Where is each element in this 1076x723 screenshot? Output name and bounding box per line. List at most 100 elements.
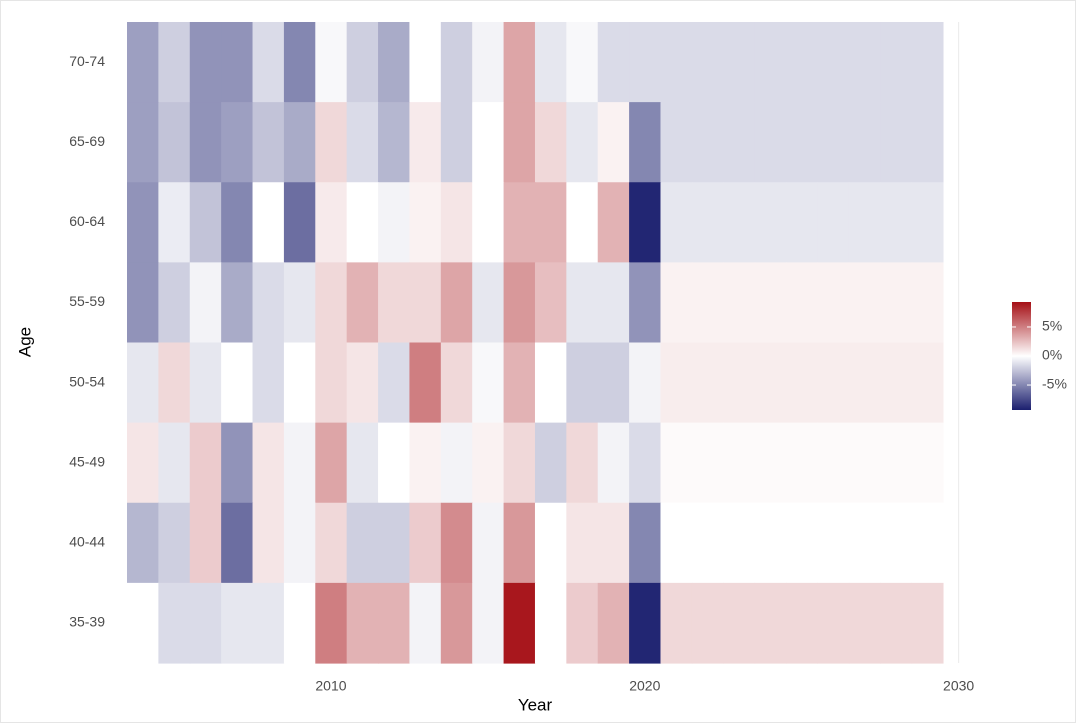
heat-tile: [283, 22, 316, 103]
heat-tile: [848, 182, 881, 263]
heat-tile: [817, 262, 850, 344]
heat-tile: [880, 182, 913, 263]
heat-tile: [691, 502, 724, 584]
heat-tile: [723, 422, 756, 504]
y-tick-label: 35-39: [69, 614, 105, 630]
heat-tile: [189, 342, 222, 424]
y-tick-label: 50-54: [69, 373, 105, 389]
heat-tile: [158, 102, 191, 183]
heat-tile: [817, 102, 850, 183]
heat-tile: [378, 582, 411, 664]
y-tick-label: 65-69: [69, 133, 105, 149]
heat-tile: [723, 502, 756, 584]
heat-tile: [597, 22, 630, 103]
heat-tile: [786, 342, 818, 424]
heat-tile: [127, 182, 159, 263]
heat-tile: [221, 22, 254, 103]
heat-tile: [723, 582, 756, 664]
heat-tile: [911, 262, 944, 344]
heat-tile: [346, 22, 379, 103]
heat-tile: [754, 422, 787, 504]
heat-tile: [221, 582, 254, 664]
heat-tile: [786, 422, 818, 504]
heat-tile: [754, 342, 787, 424]
heat-tile: [221, 262, 254, 344]
heat-tile: [691, 422, 724, 504]
heat-tile: [754, 262, 787, 344]
heat-tile: [378, 422, 411, 504]
colorbar-label: 5%: [1042, 318, 1062, 334]
heat-tile: [597, 262, 630, 344]
heat-tile: [315, 422, 348, 504]
heat-tile: [566, 102, 599, 183]
heat-tile: [597, 502, 630, 584]
heat-tile: [378, 502, 411, 584]
heat-tile: [848, 342, 881, 424]
heat-tile: [189, 582, 222, 664]
heat-tile: [880, 582, 913, 664]
heat-tile: [503, 342, 536, 424]
heat-tile: [440, 422, 473, 504]
heat-tile: [378, 182, 411, 263]
heat-tile: [503, 422, 536, 504]
heat-tile: [158, 422, 191, 504]
heat-tile: [880, 422, 913, 504]
heat-tile: [409, 502, 442, 584]
heat-tile: [660, 182, 693, 263]
heat-tile: [315, 262, 348, 344]
x-axis-title: Year: [518, 695, 553, 714]
heat-tile: [566, 342, 599, 424]
heat-tile: [660, 342, 693, 424]
heat-tile: [880, 342, 913, 424]
heat-tile: [315, 342, 348, 424]
heat-tile: [817, 502, 850, 584]
heat-tile: [911, 502, 944, 584]
heat-tile: [723, 102, 756, 183]
heat-tile: [629, 262, 662, 344]
heat-tile: [691, 342, 724, 424]
heat-tile: [723, 262, 756, 344]
heat-tile: [189, 502, 222, 584]
heat-tile: [127, 102, 159, 183]
heat-tile: [911, 422, 944, 504]
heat-tile: [848, 262, 881, 344]
heat-tile: [691, 102, 724, 183]
y-axis-title: Age: [15, 327, 34, 357]
heat-tile: [283, 102, 316, 183]
heat-tile: [817, 22, 850, 103]
heat-tile: [127, 502, 159, 584]
heat-tile: [911, 102, 944, 183]
heat-tile: [660, 582, 693, 664]
heat-tile: [283, 182, 316, 263]
heat-tile: [127, 422, 159, 504]
heat-tile: [315, 22, 348, 103]
heat-tile: [534, 582, 567, 664]
heat-tile: [252, 262, 285, 344]
colorbar: [1012, 302, 1031, 410]
heat-tile: [754, 502, 787, 584]
heat-tile: [534, 342, 567, 424]
heat-tile: [629, 582, 662, 664]
heat-tile: [221, 342, 254, 424]
heat-tile: [221, 422, 254, 504]
heat-tile: [911, 22, 944, 103]
heat-tile: [158, 182, 191, 263]
heat-tile: [503, 582, 536, 664]
heat-tile: [440, 262, 473, 344]
heat-tile: [440, 102, 473, 183]
heat-tile: [754, 582, 787, 664]
heat-tile: [346, 502, 379, 584]
heat-tile: [158, 582, 191, 664]
heat-tile: [409, 102, 442, 183]
heat-tile: [848, 22, 881, 103]
heat-tile: [472, 502, 505, 584]
heat-tile: [880, 22, 913, 103]
heat-tile: [880, 502, 913, 584]
heat-tile: [127, 22, 159, 103]
heat-tile: [629, 102, 662, 183]
heat-tile: [283, 502, 316, 584]
y-tick-label: 45-49: [69, 453, 105, 469]
heat-tile: [252, 502, 285, 584]
heat-tile: [534, 22, 567, 103]
heat-tile: [409, 182, 442, 263]
